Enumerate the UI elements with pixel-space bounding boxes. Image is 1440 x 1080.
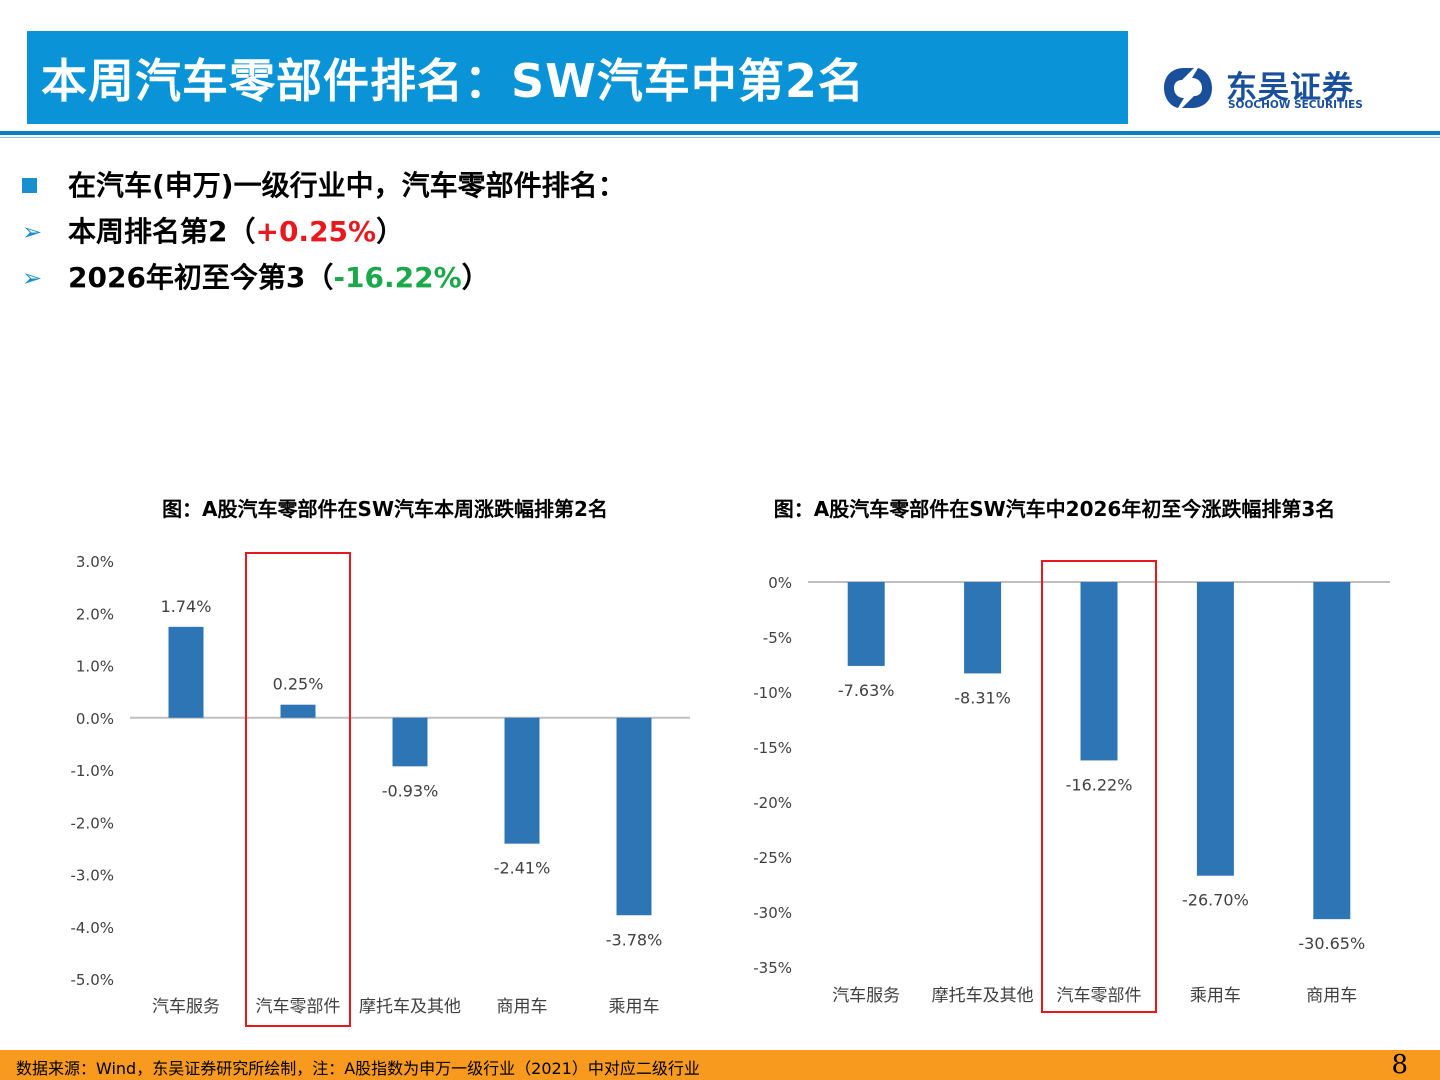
bar — [392, 717, 428, 767]
category-label: 乘用车 — [1190, 986, 1241, 1006]
data-label: -7.63% — [838, 681, 895, 700]
chart2-title: 图：A股汽车零部件在SW汽车中2026年初至今涨跌幅排第3名 — [773, 497, 1336, 521]
highlight-box — [245, 552, 351, 1027]
category-label: 汽车零部件 — [1057, 986, 1142, 1006]
y-tick-label: -15% — [753, 739, 792, 757]
data-label: -2.41% — [494, 859, 551, 878]
category-label: 摩托车及其他 — [359, 997, 461, 1017]
bar — [1313, 582, 1351, 920]
chart1-title: 图：A股汽车零部件在SW汽车本周涨跌幅排第2名 — [162, 497, 608, 521]
bar — [504, 717, 540, 844]
ytd-suffix: ） — [461, 261, 490, 294]
ytd-prefix: 2026年初至今第3（ — [68, 261, 334, 294]
header-divider-thin — [0, 137, 1440, 138]
logo-mark-icon — [1164, 68, 1212, 108]
square-bullet-icon — [22, 178, 37, 193]
y-tick-label: -10% — [753, 684, 792, 702]
y-tick-label: -30% — [753, 904, 792, 922]
week-prefix: 本周排名第2（ — [68, 215, 256, 248]
y-tick-label: 3.0% — [76, 553, 114, 571]
arrow-bullet-icon: ➢ — [22, 218, 43, 246]
company-logo: 东吴证券 SOOCHOW SECURITIES — [1160, 60, 1370, 116]
arrow-bullet-icon: ➢ — [22, 264, 43, 292]
y-tick-label: 2.0% — [76, 605, 114, 623]
title-bar: 本周汽车零部件排名：SW汽车中第2名 — [27, 31, 1128, 124]
page-number: 8 — [1391, 1050, 1408, 1080]
header-divider — [0, 131, 1440, 135]
ytd-value: -16.22% — [333, 261, 462, 294]
bar — [1196, 582, 1234, 876]
y-tick-label: -20% — [753, 794, 792, 812]
y-tick-label: 0.0% — [76, 710, 114, 728]
category-label: 乘用车 — [609, 997, 660, 1017]
bullet-ytd-text: 2026年初至今第3（-16.22%） — [68, 255, 490, 301]
bullet-intro-text: 在汽车(申万)一级行业中，汽车零部件排名： — [68, 169, 626, 202]
y-tick-label: -5% — [763, 629, 792, 647]
y-tick-label: -1.0% — [70, 762, 114, 780]
weekly-change-bar-chart: 3.0% 2.0% 1.0% 0.0% -1.0% -2.0% -3.0% -4.0% -5.0… — [70, 552, 690, 1027]
category-label: 汽车服务 — [832, 986, 900, 1006]
category-label: 摩托车及其他 — [932, 986, 1034, 1006]
page-title: 本周汽车零部件排名：SW汽车中第2名 — [41, 54, 865, 108]
y-tick-label: -35% — [753, 959, 792, 977]
y-tick-label: -4.0% — [70, 919, 114, 937]
data-label: -26.70% — [1182, 891, 1249, 910]
bar — [964, 582, 1002, 674]
data-label: 1.74% — [161, 597, 212, 616]
logo-name-en: SOOCHOW SECURITIES — [1228, 99, 1363, 111]
data-label: -16.22% — [1066, 775, 1133, 794]
bar — [616, 717, 652, 916]
category-label: 商用车 — [497, 997, 548, 1017]
data-label: -0.93% — [382, 781, 439, 800]
source-note: 数据来源：Wind，东吴证券研究所绘制，注：A股指数为申万一级行业（2021）中… — [16, 1059, 700, 1078]
category-label: 汽车服务 — [152, 997, 220, 1017]
y-tick-label: -2.0% — [70, 814, 114, 832]
footer-bar: 数据来源：Wind，东吴证券研究所绘制，注：A股指数为申万一级行业（2021）中… — [0, 1050, 1440, 1080]
y-tick-label: -3.0% — [70, 867, 114, 885]
data-label: -8.31% — [954, 688, 1011, 707]
ytd-change-bar-chart: 0% -5% -10% -15% -20% -25% -30% -35% -7.63% 汽车服务 -… — [753, 560, 1390, 1013]
bullet-week-text: 本周排名第2（+0.25%） — [68, 209, 404, 255]
data-label: -30.65% — [1298, 934, 1365, 953]
y-tick-label: 1.0% — [76, 658, 114, 676]
data-label: 0.25% — [273, 675, 324, 694]
logo-name-cn: 东吴证券 — [1226, 70, 1354, 106]
bar — [280, 704, 316, 718]
category-label: 汽车零部件 — [256, 997, 341, 1017]
bar — [847, 582, 885, 666]
y-tick-label: -25% — [753, 849, 792, 867]
highlight-box — [1041, 560, 1157, 1013]
bar — [1080, 582, 1118, 761]
week-suffix: ） — [376, 215, 405, 248]
data-label: -3.78% — [606, 930, 663, 949]
y-tick-label: 0% — [768, 574, 792, 592]
category-label: 商用车 — [1306, 986, 1357, 1006]
y-tick-label: -5.0% — [70, 971, 114, 989]
week-value: +0.25% — [255, 215, 377, 248]
bar — [168, 626, 204, 718]
